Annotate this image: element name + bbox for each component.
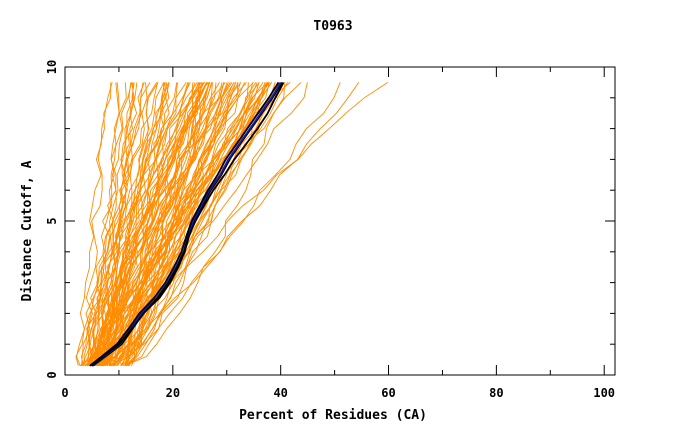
x-axis-title: Percent of Residues (CA) [239,408,427,423]
model-line [97,82,151,366]
model-line [99,82,229,367]
model-line [100,82,158,366]
x-tick-label: 100 [593,386,615,400]
model-line [87,82,208,366]
model-line [109,82,170,366]
model-line [103,82,166,367]
model-line [84,82,231,367]
y-axis: 0 5 10 [45,60,615,379]
model-line [116,82,235,367]
model-line [88,82,178,367]
x-tick-label: 40 [273,386,287,400]
model-line [124,82,203,367]
model-line [83,82,132,366]
model-line [106,82,199,366]
model-line [82,82,112,367]
model-line [102,82,260,367]
model-line [120,82,260,367]
model-line [96,82,201,367]
y-axis-title: Distance Cutoff, A [20,160,35,301]
y-tick-label: 5 [45,217,59,224]
model-line [124,82,286,367]
model-line [94,82,135,366]
highlight-line [90,81,285,367]
model-line [113,82,289,366]
model-line [131,82,281,366]
model-lines [75,82,389,367]
model-line [109,82,228,367]
model-line [110,82,239,367]
y-tick-label: 0 [45,371,59,378]
model-line [114,82,360,367]
highlight-lines [89,81,285,367]
highlight-line [89,81,280,367]
model-line [98,82,194,366]
x-tick-label: 80 [489,386,503,400]
model-line [108,82,189,366]
x-axis: 0 20 40 60 80 100 [61,67,615,400]
model-line [91,82,302,367]
model-line [125,82,276,367]
x-tick-label: 60 [381,386,395,400]
model-line [75,82,113,366]
plot-area [65,67,615,375]
y-tick-label: 10 [45,60,59,74]
highlight-line [91,81,282,367]
model-line [128,82,235,367]
model-line [94,82,120,366]
chart-title: T0963 [313,19,352,34]
model-line [92,82,269,366]
x-tick-label: 0 [61,386,68,400]
x-tick-label: 20 [166,386,180,400]
